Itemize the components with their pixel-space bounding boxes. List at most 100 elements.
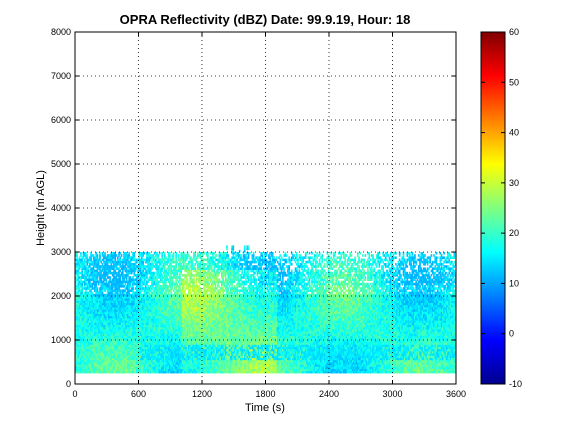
heatmap-cell (194, 289, 197, 292)
heatmap-cell (105, 364, 108, 367)
heatmap-cell (108, 269, 110, 273)
heatmap-cell (190, 329, 193, 332)
heatmap-cell (104, 329, 106, 332)
heatmap-cell (144, 276, 147, 279)
heatmap-cell (128, 324, 131, 328)
heatmap-cell (185, 254, 188, 257)
heatmap-cell (198, 366, 200, 369)
heatmap-cell (141, 311, 143, 314)
heatmap-cell (137, 355, 139, 358)
heatmap-cell (194, 322, 197, 325)
heatmap-cell (151, 322, 153, 325)
heatmap-cell (144, 315, 147, 319)
heatmap-cell (83, 276, 86, 279)
heatmap-cell (175, 263, 177, 266)
heatmap-cell (132, 329, 134, 332)
heatmap-cell (83, 285, 86, 288)
heatmap-cell (83, 280, 86, 284)
heatmap-cell (189, 318, 191, 321)
heatmap-cell (194, 254, 197, 257)
heatmap-cell (95, 366, 97, 369)
heatmap-cell (170, 304, 172, 308)
heatmap-cell (193, 311, 195, 314)
heatmap-cell (133, 296, 136, 299)
heatmap-cell (116, 267, 119, 270)
heatmap-cell (123, 335, 125, 339)
heatmap-cell (152, 351, 155, 354)
heatmap-cell (152, 263, 155, 266)
heatmap-cell (193, 267, 195, 270)
heatmap-cell (160, 296, 162, 299)
heatmap-cell (172, 309, 175, 312)
heatmap-cell (182, 366, 185, 369)
heatmap-cell (119, 291, 122, 295)
heatmap-cell (144, 335, 147, 339)
heatmap-cell (161, 293, 164, 297)
heatmap-cell (111, 366, 114, 369)
heatmap-cell (179, 362, 181, 365)
heatmap-cell (115, 285, 118, 288)
heatmap-cell (116, 263, 119, 266)
heatmap-cell (119, 340, 122, 343)
heatmap-cell (75, 346, 77, 350)
heatmap-cell (135, 368, 138, 372)
heatmap-cell (76, 331, 78, 334)
heatmap-cell (88, 340, 91, 343)
heatmap-cell (111, 271, 114, 275)
heatmap-cell (146, 324, 148, 328)
heatmap-cell (177, 267, 180, 270)
heatmap-cell (120, 335, 123, 339)
heatmap-cell (81, 267, 84, 270)
heatmap-cell (111, 333, 114, 336)
heatmap-cell (155, 342, 157, 345)
heatmap-cell (176, 309, 179, 312)
heatmap-cell (186, 293, 189, 297)
heatmap-cell (106, 298, 109, 301)
heatmap-cell (146, 353, 148, 356)
heatmap-cell (95, 313, 97, 317)
heatmap-cell (85, 329, 87, 332)
heatmap-cell (100, 282, 103, 286)
heatmap-cell (101, 344, 104, 347)
heatmap-cell (157, 269, 160, 273)
heatmap-cell (88, 355, 91, 358)
heatmap-cell (191, 278, 194, 281)
heatmap-cell (100, 342, 103, 345)
heatmap-cell (135, 324, 138, 328)
heatmap-cell (190, 335, 193, 339)
heatmap-cell (130, 300, 133, 303)
heatmap-cell (75, 302, 77, 306)
heatmap-cell (177, 370, 180, 374)
heatmap-cell (194, 291, 197, 295)
heatmap-cell (158, 333, 161, 336)
heatmap-cell (129, 309, 132, 312)
heatmap-cell (90, 302, 92, 306)
heatmap-cell (168, 269, 171, 273)
heatmap-cell (77, 274, 80, 277)
heatmap-cell (116, 322, 119, 325)
heatmap-cell (121, 320, 124, 323)
heatmap-cell (191, 265, 194, 268)
heatmap-cell (128, 329, 131, 332)
heatmap-cell (82, 368, 85, 372)
heatmap-cell (121, 278, 124, 281)
heatmap-cell (82, 260, 85, 264)
heatmap-cell (125, 252, 128, 255)
heatmap-cell (78, 326, 81, 330)
heatmap-cell (138, 298, 141, 301)
heatmap-cell (174, 285, 176, 288)
heatmap-cell (156, 342, 158, 345)
heatmap-cell (180, 291, 183, 295)
heatmap-cell (120, 300, 123, 303)
heatmap-cell (133, 298, 136, 301)
heatmap-cell (152, 271, 155, 275)
heatmap-cell (81, 315, 84, 319)
heatmap-cell (193, 256, 195, 259)
heatmap-cell (174, 337, 176, 341)
heatmap-cell (134, 368, 137, 372)
heatmap-cell (151, 344, 153, 347)
heatmap-cell (180, 324, 183, 328)
heatmap-cell (88, 263, 91, 266)
heatmap-cell (176, 296, 179, 299)
heatmap-cell (81, 340, 84, 343)
